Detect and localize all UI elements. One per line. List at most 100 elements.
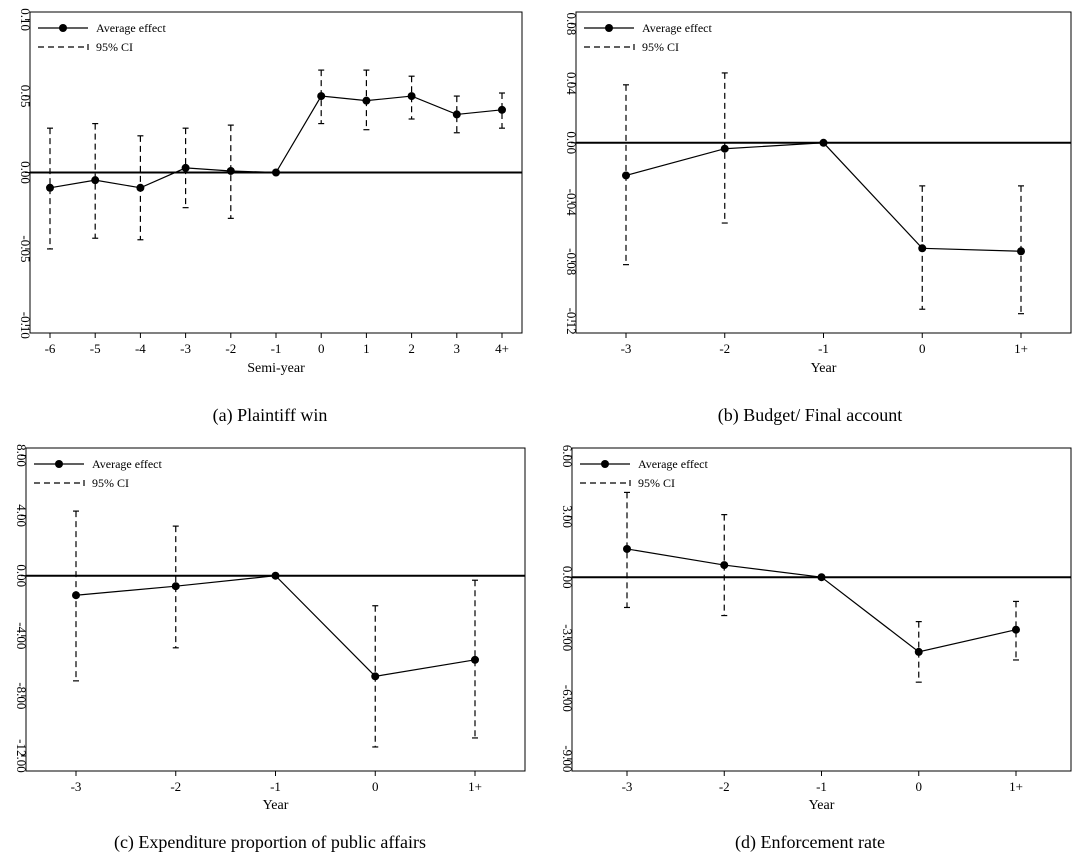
y-tick-label: 0.00 [18,161,33,184]
x-tick-label: -3 [71,779,82,794]
average-effect-point [914,647,923,656]
chart-panel-expenditure-proportion: -12.00 -8.00 -4.00 0.00 4.00 8.00 -3 -2 -1 0 1+ Yea… [0,436,540,832]
chart-panel-enforcement-rate: -9.00 -6.00 -3.00 0.00 3.00 6.00 -3 -2 -1 0 1+ Year… [540,436,1080,832]
chart-svg: -0.10 -0.05 0.00 0.05 0.10 -6 -5 -4 -3 -2 -1 0 1 2 3 4+… [18,8,523,376]
y-tick-label: 0.00 [14,564,29,587]
average-effect-point [622,171,630,180]
x-tick-label: -1 [818,341,829,356]
average-effect-line [75,575,476,677]
y-tick-label: -4.00 [14,622,29,649]
legend-effect-label: Average effect [638,457,709,471]
average-effect-point [181,163,190,172]
x-axis-title: Year [263,798,289,813]
plot-frame [25,447,526,772]
chart-svg: -12.00 -8.00 -4.00 0.00 4.00 8.00 -3 -2 -1 0 1+ Yea… [14,444,526,813]
average-effect-point [272,168,280,177]
y-tick-label: 0.08 [564,13,579,36]
average-effect-point [226,166,235,175]
x-tick-label: -1 [271,341,282,356]
x-tick-label: -6 [45,341,56,356]
average-effect-point [623,544,631,553]
y-tick-label: 6.00 [560,445,575,468]
y-tick-label: -0.05 [18,235,33,262]
x-axis-title: Semi-year [247,361,305,376]
y-tick-label: 0.05 [18,85,33,108]
chart-panel-budget-final-account: -0.12 -0.08 -0.04 0.00 0.04 0.08 -3 -2 -1 0 1+ Year… [540,0,1080,400]
legend-effect-label: Average effect [642,21,713,35]
average-effect-point [91,176,100,185]
x-tick-label: -4 [135,341,146,356]
y-tick-label: -6.00 [560,685,575,712]
average-effect-point [918,244,927,253]
x-tick-label: -3 [180,341,191,356]
y-tick-label: -12.00 [14,739,29,773]
x-tick-label: -5 [90,341,101,356]
average-effect-point [817,573,826,582]
x-tick-label: 1+ [468,779,482,794]
legend-effect-label: Average effect [92,457,163,471]
x-tick-label: -1 [816,779,827,794]
average-effect-point [317,92,326,101]
x-axis-title: Year [811,361,837,376]
y-tick-label: 8.00 [14,444,29,467]
legend-effect-marker [601,460,609,468]
y-tick-label: -3.00 [560,624,575,651]
x-tick-label: -3 [622,779,633,794]
average-effect-point [471,655,479,664]
average-effect-point [1012,625,1020,634]
legend-effect-marker [59,24,67,32]
x-tick-label: 3 [454,341,461,356]
x-tick-label: -3 [621,341,632,356]
average-effect-point [819,138,828,147]
average-effect-point [136,183,145,192]
legend-ci-label: 95% CI [638,476,675,490]
x-tick-label: 1+ [1014,341,1028,356]
x-tick-label: -2 [225,341,236,356]
average-effect-point [72,591,80,600]
legend-ci-label: 95% CI [92,476,129,490]
legend-ci-label: 95% CI [642,40,679,54]
chart-panel-plaintiff-win: -0.10 -0.05 0.00 0.05 0.10 -6 -5 -4 -3 -2 -1 0 1 2 3 4+… [0,0,540,400]
x-axis-title: Year [809,798,835,813]
x-tick-label: 0 [916,779,923,794]
y-tick-label: 0.00 [560,566,575,589]
x-tick-label: 1 [363,341,370,356]
average-effect-point [171,582,180,591]
y-tick-label: -8.00 [14,682,29,709]
legend-effect-label: Average effect [96,21,167,35]
average-effect-point [452,110,461,119]
x-tick-label: 0 [372,779,379,794]
x-tick-label: -2 [170,779,181,794]
chart-caption: (a) Plaintiff win [212,405,328,425]
plot-frame [575,11,1072,334]
y-tick-label: 3.00 [560,505,575,528]
x-tick-label: 0 [919,341,926,356]
x-tick-label: -2 [719,341,730,356]
average-effect-point [271,571,280,580]
average-effect-point [498,105,506,114]
average-effect-point [371,672,380,681]
chart-svg: -0.12 -0.08 -0.04 0.00 0.04 0.08 -3 -2 -1 0 1+ Year… [564,11,1072,376]
legend-effect-marker [55,460,63,468]
chart-caption: (b) Budget/ Final account [717,405,903,425]
legend-effect-marker [605,24,613,32]
average-effect-point [720,144,729,153]
x-tick-label: 2 [408,341,415,356]
chart-caption: (c) Expenditure proportion of public aff… [113,832,427,852]
average-effect-point [1017,247,1025,256]
x-tick-label: 4+ [495,341,509,356]
y-tick-label: -0.12 [564,308,579,335]
y-tick-label: -0.10 [18,312,33,339]
average-effect-point [362,96,371,105]
x-tick-label: 1+ [1009,779,1023,794]
y-tick-label: -0.04 [564,189,579,217]
y-tick-label: 0.00 [564,131,579,154]
x-tick-label: -2 [719,779,730,794]
y-tick-label: 0.10 [18,8,33,31]
x-tick-label: 0 [318,341,325,356]
average-effect-point [407,92,416,101]
y-tick-label: -9.00 [560,745,575,772]
y-tick-label: 0.04 [564,72,579,95]
chart-svg: -9.00 -6.00 -3.00 0.00 3.00 6.00 -3 -2 -1 0 1+ Year… [560,445,1072,813]
average-effect-line [625,142,1022,252]
